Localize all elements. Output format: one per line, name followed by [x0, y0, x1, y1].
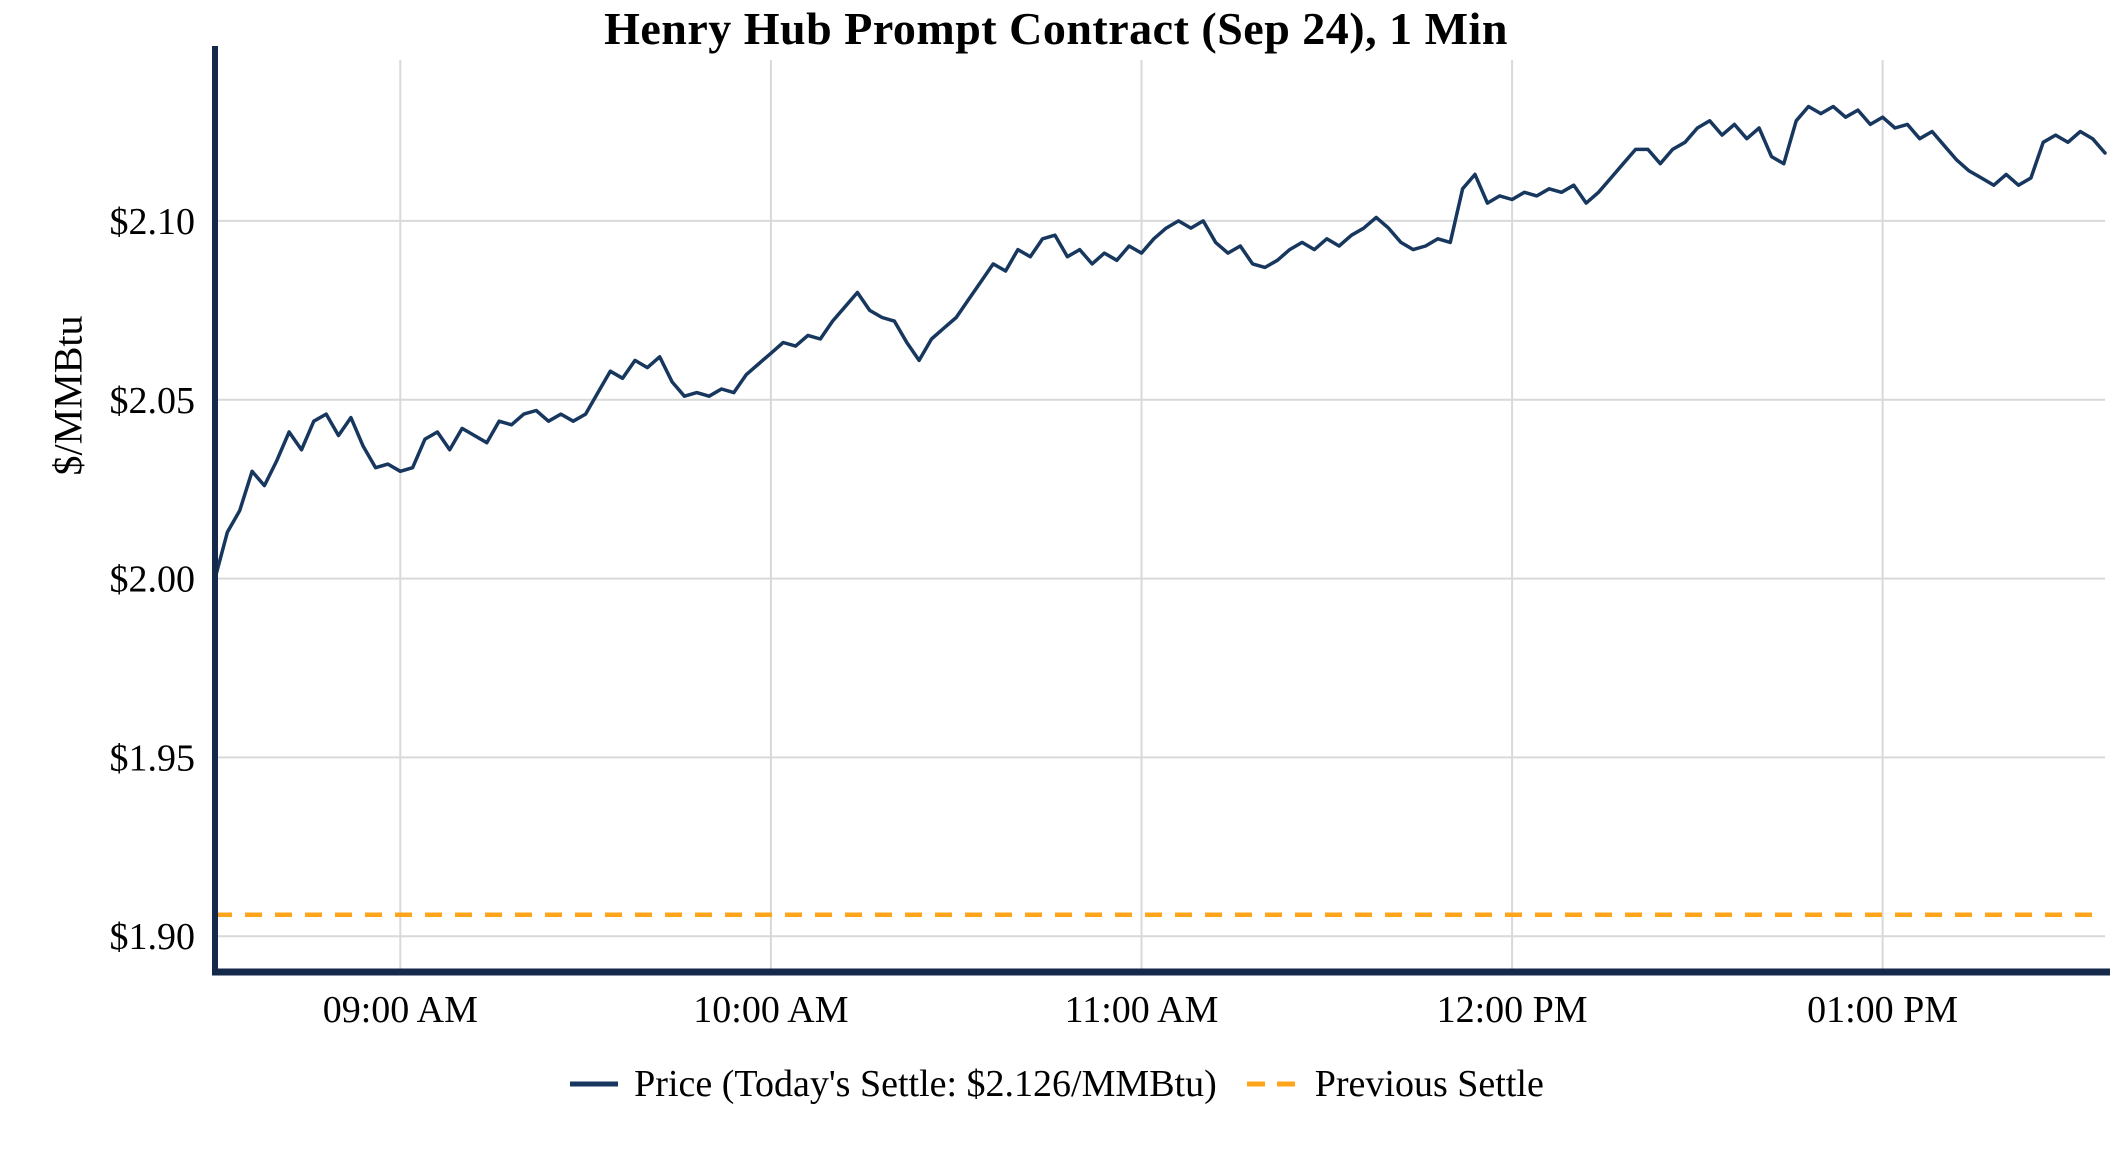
legend-item-previous-settle: Previous Settle — [1245, 1062, 1544, 1106]
y-tick-label: $2.10 — [110, 201, 196, 243]
y-tick-label: $1.90 — [110, 916, 196, 958]
legend-label-price: Price (Today's Settle: $2.126/MMBtu) — [634, 1063, 1217, 1105]
previous-settle-line-swatch — [1246, 1081, 1299, 1087]
price-line-swatch — [570, 1081, 619, 1087]
y-tick-label: $1.95 — [110, 737, 196, 779]
legend: Price (Today's Settle: $2.126/MMBtu) Pre… — [0, 1062, 2112, 1106]
legend-label-previous-settle: Previous Settle — [1314, 1063, 1544, 1105]
x-tick-label: 10:00 AM — [693, 989, 848, 1031]
y-tick-label: $2.05 — [110, 380, 196, 422]
x-tick-label: 09:00 AM — [323, 989, 478, 1031]
y-tick-label: $2.00 — [110, 559, 196, 601]
chart-title: Henry Hub Prompt Contract (Sep 24), 1 Mi… — [604, 3, 1508, 54]
price-line — [213, 104, 2107, 581]
price-line-chart: $1.90 $1.95 $2.00 $2.05 $2.10 09:00 AM 10:00 A… — [110, 46, 2110, 1031]
legend-item-price: Price (Today's Settle: $2.126/MMBtu) — [568, 1062, 1217, 1106]
x-tick-label: 11:00 AM — [1065, 989, 1219, 1031]
x-tick-label: 12:00 PM — [1437, 989, 1588, 1031]
x-tick-label: 01:00 PM — [1807, 989, 1958, 1031]
